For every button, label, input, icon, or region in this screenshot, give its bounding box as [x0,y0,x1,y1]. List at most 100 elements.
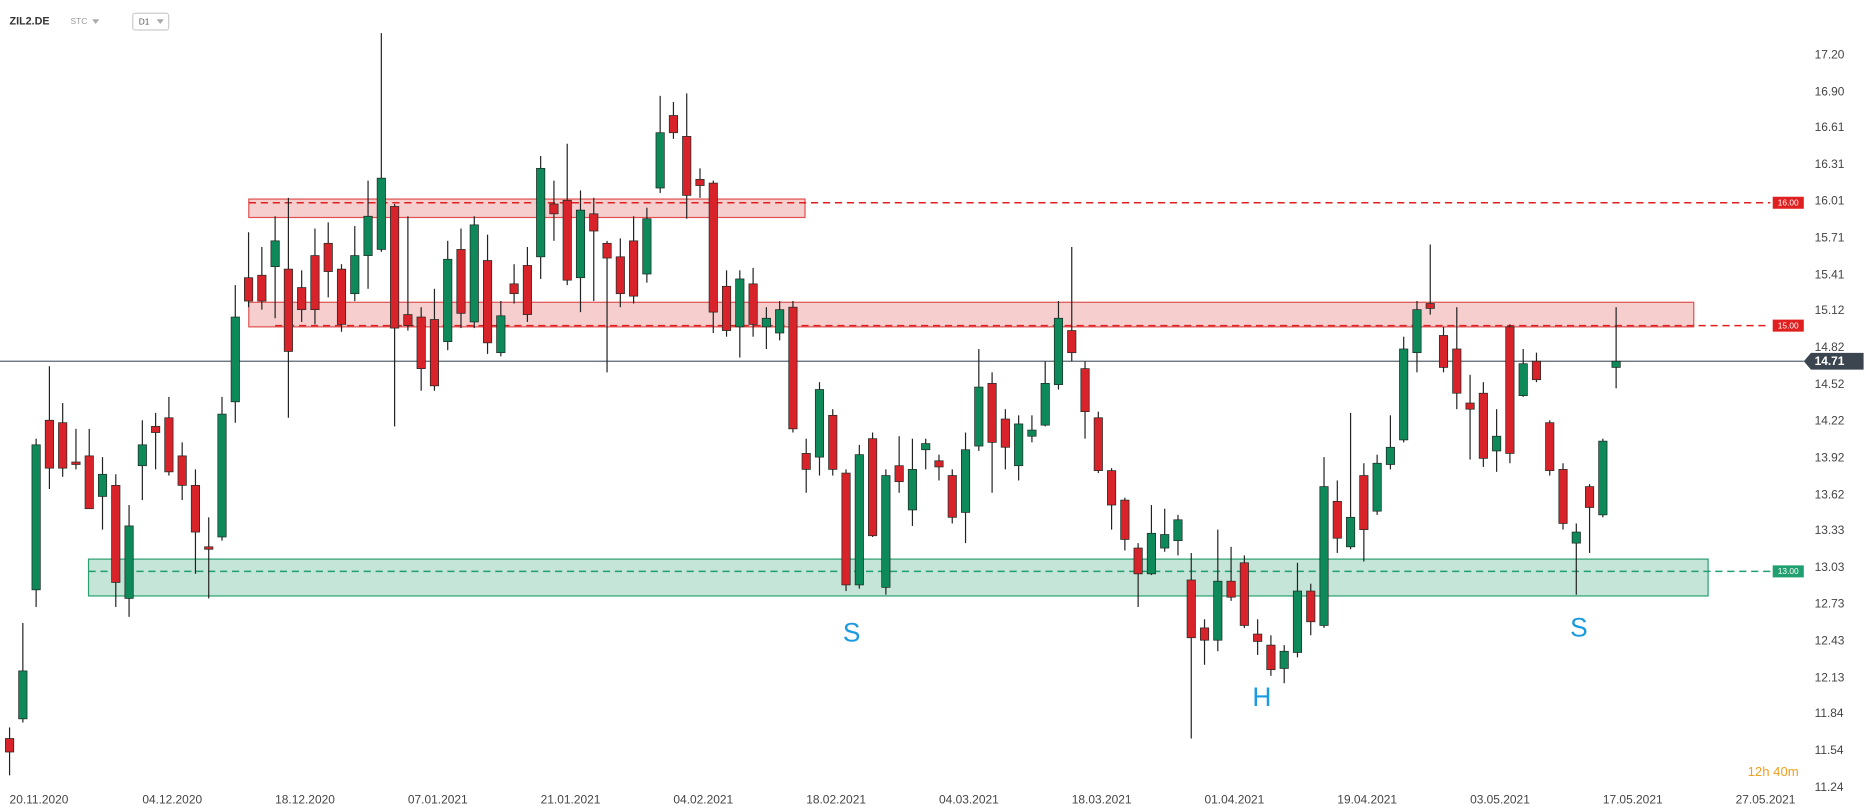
candle-body [84,455,94,510]
candle-body [814,389,825,458]
candle-body [429,319,439,387]
candle-body [1425,303,1435,309]
candle-body [1040,383,1050,426]
candle-body [217,413,227,538]
candle-body [297,287,307,311]
y-tick-label: 13.92 [1815,450,1845,464]
candle-body [18,670,28,720]
zones [87,198,1709,597]
candle-body [947,475,957,518]
candle-body [1492,435,1502,452]
candle-body [1505,326,1515,454]
candle-body [469,224,479,323]
x-tick-label: 04.02.2021 [673,792,733,806]
level-label: 16.00 [1778,198,1799,208]
candle-body [1399,348,1409,441]
candle-body [1133,547,1143,575]
candle-body [1000,418,1010,448]
candle-body [31,444,41,591]
candle-body [1319,486,1329,626]
candle-body [1518,363,1528,397]
y-tick-label: 16.01 [1815,194,1845,208]
candle-body [1173,519,1183,542]
candle-body [775,309,785,334]
candle-body [336,268,347,325]
candle-body [323,242,333,272]
price-zone [87,558,1709,597]
interval-select[interactable] [132,12,170,31]
candle-body [1213,580,1223,641]
candle-body [1452,348,1462,394]
y-tick-label: 13.33 [1815,523,1845,537]
candle-body [1027,429,1037,437]
candle-body [1346,516,1356,548]
candle-body [934,460,944,468]
candle-body [1080,368,1090,413]
candle-body [1478,392,1488,459]
candle-body [363,215,373,256]
candle-body [629,240,639,297]
candle-body [190,485,200,533]
candle-body [257,274,267,302]
y-tick-label: 15.41 [1815,267,1845,281]
candle-body [416,316,426,369]
candle-body [960,449,971,513]
dropdown-arrow[interactable] [156,19,164,25]
candle-body [841,472,851,586]
candle-body [1120,499,1130,540]
candle-body [522,265,532,315]
candle-body [589,213,599,232]
interval[interactable]: D1 [139,16,150,26]
y-tick-label: 13.62 [1815,487,1845,501]
candle-body [1385,446,1395,465]
x-tick-label: 21.01.2021 [541,792,601,806]
candle-body [204,546,214,550]
candle-body [974,386,984,447]
candle-body [854,454,864,586]
price-zone [248,198,806,219]
candle-body [111,485,121,583]
candle-body [5,738,15,753]
dropdown-arrow[interactable] [92,19,100,25]
candle-body [907,469,917,511]
candle-body [748,283,758,325]
candle-body [721,285,732,331]
candle-body [615,256,625,295]
candle-body [987,383,997,443]
instrument-type[interactable]: STC [71,16,88,26]
candle-body [230,316,240,403]
y-tick-label: 15.71 [1815,231,1845,245]
candle-body [655,132,665,189]
candle-body [562,199,572,281]
candle-body [708,182,718,313]
candle-body [151,426,161,433]
candle-body [1067,330,1077,354]
candle-body [44,419,54,469]
candle-body [403,314,413,326]
candle-body [1292,590,1303,653]
candle-body [1571,531,1581,544]
candles [5,33,1621,776]
candle-body [801,453,811,470]
candle-body [695,179,705,186]
candle-body [1014,423,1024,467]
y-tick-label: 17.20 [1815,47,1845,61]
x-tick-label: 17.05.2021 [1603,792,1663,806]
candle-body [1545,422,1555,471]
candle-body [1093,417,1103,471]
candle-body [828,414,838,470]
candle-body [788,306,798,430]
candle-body [682,136,692,196]
candle-body [1186,579,1196,639]
level-label: 15.00 [1778,320,1799,330]
candle-body [1279,650,1289,669]
candle-body [602,242,612,259]
candle-body [443,258,453,342]
candle-body [1598,440,1608,516]
candle-body [350,255,360,295]
x-tick-label: 07.01.2021 [408,792,468,806]
y-tick-label: 12.13 [1815,670,1845,684]
level-label-box [1772,319,1804,332]
candle-body [1266,644,1276,671]
